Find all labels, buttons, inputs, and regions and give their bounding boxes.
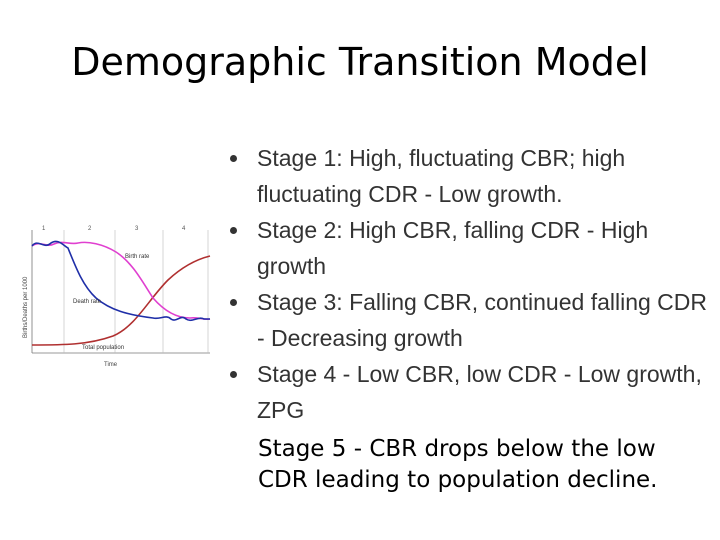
bullet-text: Stage 3: Falling CBR, continued falling …	[257, 289, 708, 351]
birth-rate-curve	[31, 241, 211, 321]
list-item: Stage 2: High CBR, falling CDR - High gr…	[226, 212, 716, 284]
bullet-text: Stage 4 - Low CBR, low CDR - Low growth,…	[257, 361, 702, 423]
stage-bullet-list: Stage 1: High, fluctuating CBR; high flu…	[226, 140, 716, 428]
list-item: Stage 3: Falling CBR, continued falling …	[226, 284, 716, 356]
bullet-dot-icon	[230, 155, 237, 162]
bullet-text: Stage 2: High CBR, falling CDR - High gr…	[257, 217, 649, 279]
death-rate-label: Death rate	[73, 299, 102, 305]
stage-number: 3	[135, 226, 139, 232]
stage-number: 2	[88, 226, 92, 232]
stage5-text: Stage 5 - CBR drops below the low CDR le…	[258, 436, 658, 493]
death-rate-curve	[31, 240, 210, 322]
stage-number: 4	[182, 226, 186, 232]
bullet-text: Stage 1: High, fluctuating CBR; high flu…	[257, 145, 626, 207]
bullet-dot-icon	[230, 299, 237, 306]
y-axis-label: Births/Deaths per 1000	[23, 276, 29, 338]
list-item: Stage 4 - Low CBR, low CDR - Low growth,…	[226, 356, 716, 428]
x-axis-label: Time	[104, 362, 118, 368]
list-item: Stage 1: High, fluctuating CBR; high flu…	[226, 140, 716, 212]
birth-rate-label: Birth rate	[125, 254, 150, 260]
slide-title: Demographic Transition Model	[71, 40, 649, 84]
bullet-dot-icon	[230, 227, 237, 234]
total-population-curve	[31, 255, 211, 346]
bullet-dot-icon	[230, 371, 237, 378]
stage-number: 1	[42, 226, 46, 232]
demographic-transition-diagram: Births/Deaths per 1000 1 2 3 4 Birth rat…	[23, 226, 211, 368]
total-population-label: Total population	[82, 345, 124, 351]
